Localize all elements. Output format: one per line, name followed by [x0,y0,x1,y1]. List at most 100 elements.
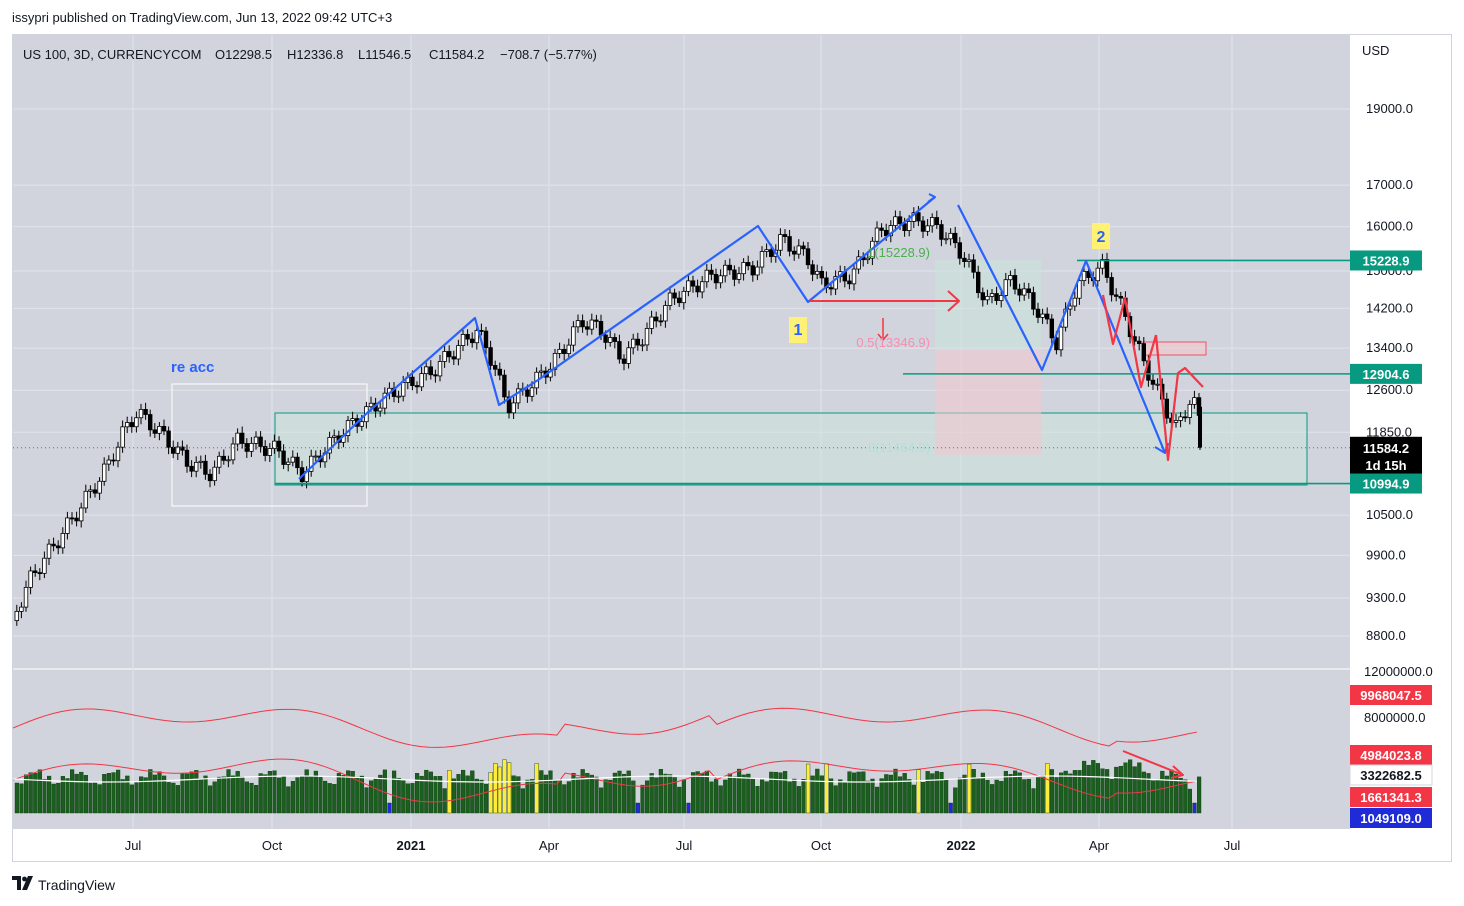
volume-bar [171,782,176,814]
candle-body [46,543,52,559]
volume-bar [14,782,19,814]
legend-open: O12298.5 [215,47,272,62]
candle-body [879,227,884,231]
volume-bar [212,781,217,814]
volume-bar [663,773,668,814]
volume-bar [911,784,916,814]
volume-bar [194,770,199,814]
volume-bar [999,781,1004,814]
candle-body [971,259,976,273]
volume-bar [327,783,332,814]
candle-body [897,216,903,225]
candle-body [230,443,236,461]
volume-bar [277,777,282,814]
candle-body [709,269,714,275]
time-tick-label: 2022 [947,838,976,853]
candle-body [663,305,668,322]
candle-body [345,420,351,436]
volume-bar [635,802,640,814]
volume-bar [392,770,397,814]
volume-bar [51,783,56,814]
candle-body [718,275,723,284]
volume-bar [737,768,742,814]
candle-body [819,270,824,279]
volume-bar [580,769,585,814]
volume-bar [47,775,52,814]
volume-bar [709,781,714,814]
volume-bar [65,778,70,814]
candle-body [851,268,857,285]
volume-bar [677,786,682,814]
volume-bar [755,786,760,814]
candle-body [893,216,898,226]
volume-bar [497,766,502,814]
volume-bar [157,771,162,814]
candle-body [833,276,838,290]
volume-bar [543,774,548,814]
candle-body [916,212,921,222]
currency-label: USD [1362,43,1389,58]
volume-bar [833,785,838,814]
candle-body [451,356,456,360]
candle-body [258,436,263,447]
candle-body [1049,318,1054,339]
wave-1-label: 1 [794,322,803,339]
volume-bar [507,762,512,814]
candle-body [120,426,125,448]
volume-bar [925,771,930,814]
candle-body [580,320,585,328]
volume-bar [203,775,208,814]
volume-badge [1350,685,1432,705]
chart-canvas[interactable]: re acc 1 2 1(15228.9) 0.5(13346.9) 0(11464.9)… [12,35,1451,861]
candle-body [1100,258,1105,269]
candle-body [727,264,732,271]
volume-bar [838,779,843,814]
volume-bar [898,776,903,814]
volume-bar [658,768,663,814]
volume-bar [281,775,286,814]
candle-body [741,262,746,275]
price-badge [1350,473,1422,494]
volume-bar [92,782,98,814]
volume-bar [479,779,484,814]
volume-bar [1045,763,1050,814]
volume-bar [23,774,29,814]
price-badges: 15228.9 12904.6 11584.2 1d 15h 10994.9 996804… [1349,250,1433,828]
candle-body [313,455,318,458]
volume-bar [976,777,981,814]
candle-body [1077,280,1082,299]
volume-bar [438,776,443,814]
volume-bar [939,771,944,814]
candle-body [985,295,990,301]
candle-body [585,326,590,330]
candle-body [32,570,38,573]
candle-body [193,461,199,472]
candle-body [147,414,153,431]
volume-bar [819,775,824,814]
volume-ma-upper [12,707,1198,748]
volume-bar [166,782,171,814]
volume-bar [207,785,213,814]
candle-body [184,449,190,467]
price-tick-label: 11850.0 [1366,424,1412,439]
candle-body [69,517,75,520]
volume-bar [152,774,157,814]
volume-bar [451,778,456,814]
volume-bar [562,784,567,814]
tradingview-brand[interactable]: TradingView [12,876,115,894]
volume-bar [1003,770,1008,814]
volume-badge [1350,808,1432,828]
candle-body [654,316,659,322]
candle-body [152,429,157,434]
volume-bar [861,771,866,814]
volume-bar [401,780,406,814]
volume-bar [824,763,829,814]
volume-bar [37,769,42,814]
volume-bar [681,779,686,814]
candle-body [262,446,268,456]
volume-bar [640,784,645,814]
legend-change: −708.7 (−5.77%) [500,47,597,62]
candle-body [874,227,880,242]
volume-bar [415,773,420,814]
candle-body [539,370,544,373]
